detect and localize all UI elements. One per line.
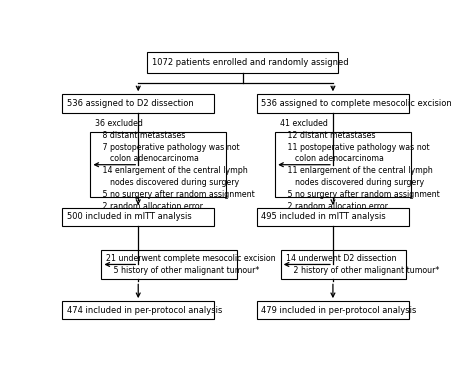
FancyBboxPatch shape — [257, 208, 409, 226]
FancyBboxPatch shape — [257, 301, 409, 319]
Text: 536 assigned to D2 dissection: 536 assigned to D2 dissection — [67, 99, 193, 108]
Text: 495 included in mITT analysis: 495 included in mITT analysis — [262, 212, 386, 222]
Text: 536 assigned to complete mesocolic excision: 536 assigned to complete mesocolic excis… — [262, 99, 452, 108]
FancyBboxPatch shape — [257, 94, 409, 113]
Text: 21 underwent complete mesocolic excision
   5 history of other malignant tumour*: 21 underwent complete mesocolic excision… — [106, 254, 276, 275]
FancyBboxPatch shape — [281, 250, 406, 279]
FancyBboxPatch shape — [62, 301, 214, 319]
FancyBboxPatch shape — [91, 132, 227, 197]
FancyBboxPatch shape — [62, 94, 214, 113]
FancyBboxPatch shape — [62, 208, 214, 226]
Text: 479 included in per-protocol analysis: 479 included in per-protocol analysis — [262, 306, 417, 315]
Text: 41 excluded
   12 distant metastases
   11 postoperative pathology was not
     : 41 excluded 12 distant metastases 11 pos… — [280, 119, 440, 211]
Text: 474 included in per-protocol analysis: 474 included in per-protocol analysis — [67, 306, 222, 315]
FancyBboxPatch shape — [275, 132, 411, 197]
Text: 500 included in mITT analysis: 500 included in mITT analysis — [67, 212, 191, 222]
Text: 36 excluded
   8 distant metastases
   7 postoperative pathology was not
      c: 36 excluded 8 distant metastases 7 posto… — [95, 119, 255, 211]
FancyBboxPatch shape — [101, 250, 237, 279]
Text: 14 underwent D2 dissection
   2 history of other malignant tumour*: 14 underwent D2 dissection 2 history of … — [285, 254, 439, 275]
Text: 1072 patients enrolled and randomly assigned: 1072 patients enrolled and randomly assi… — [152, 58, 349, 67]
FancyBboxPatch shape — [147, 52, 338, 73]
